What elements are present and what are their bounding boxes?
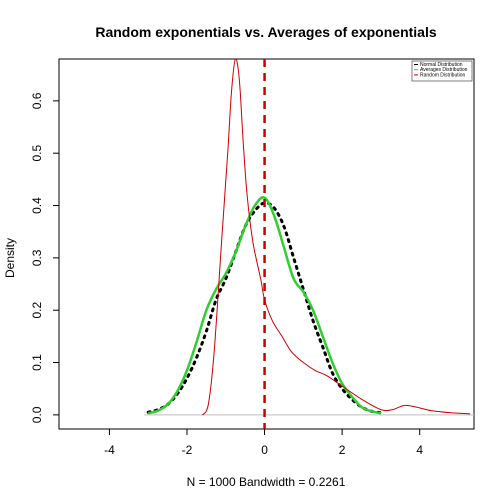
- random-density-curve: [202, 58, 471, 416]
- x-axis-label: N = 1000 Bandwidth = 0.2261: [187, 475, 346, 489]
- y-tick-label: 0.1: [30, 354, 44, 371]
- y-tick-label: 0.4: [30, 197, 44, 214]
- legend-label: Normal Distribution: [420, 62, 463, 68]
- x-tick-label: -2: [182, 443, 193, 457]
- legend-label: Random Distribution: [420, 72, 466, 78]
- x-tick-label: 0: [261, 443, 268, 457]
- y-tick-label: 0.2: [30, 302, 44, 319]
- x-tick-label: 4: [416, 443, 423, 457]
- x-tick-label: -4: [104, 443, 115, 457]
- y-axis-label: Density: [3, 238, 17, 278]
- y-tick-label: 0.5: [30, 145, 44, 162]
- y-tick-label: 0.3: [30, 249, 44, 266]
- chart-title: Random exponentials vs. Averages of expo…: [95, 24, 436, 40]
- legend-label: Averages Distribution: [420, 67, 468, 73]
- averages-density-curve: [147, 196, 382, 415]
- y-tick-label: 0.6: [30, 92, 44, 109]
- plot-frame: [58, 58, 475, 430]
- legend-box: [411, 60, 473, 82]
- y-tick-label: 0.0: [30, 406, 44, 423]
- x-tick-label: 2: [339, 443, 346, 457]
